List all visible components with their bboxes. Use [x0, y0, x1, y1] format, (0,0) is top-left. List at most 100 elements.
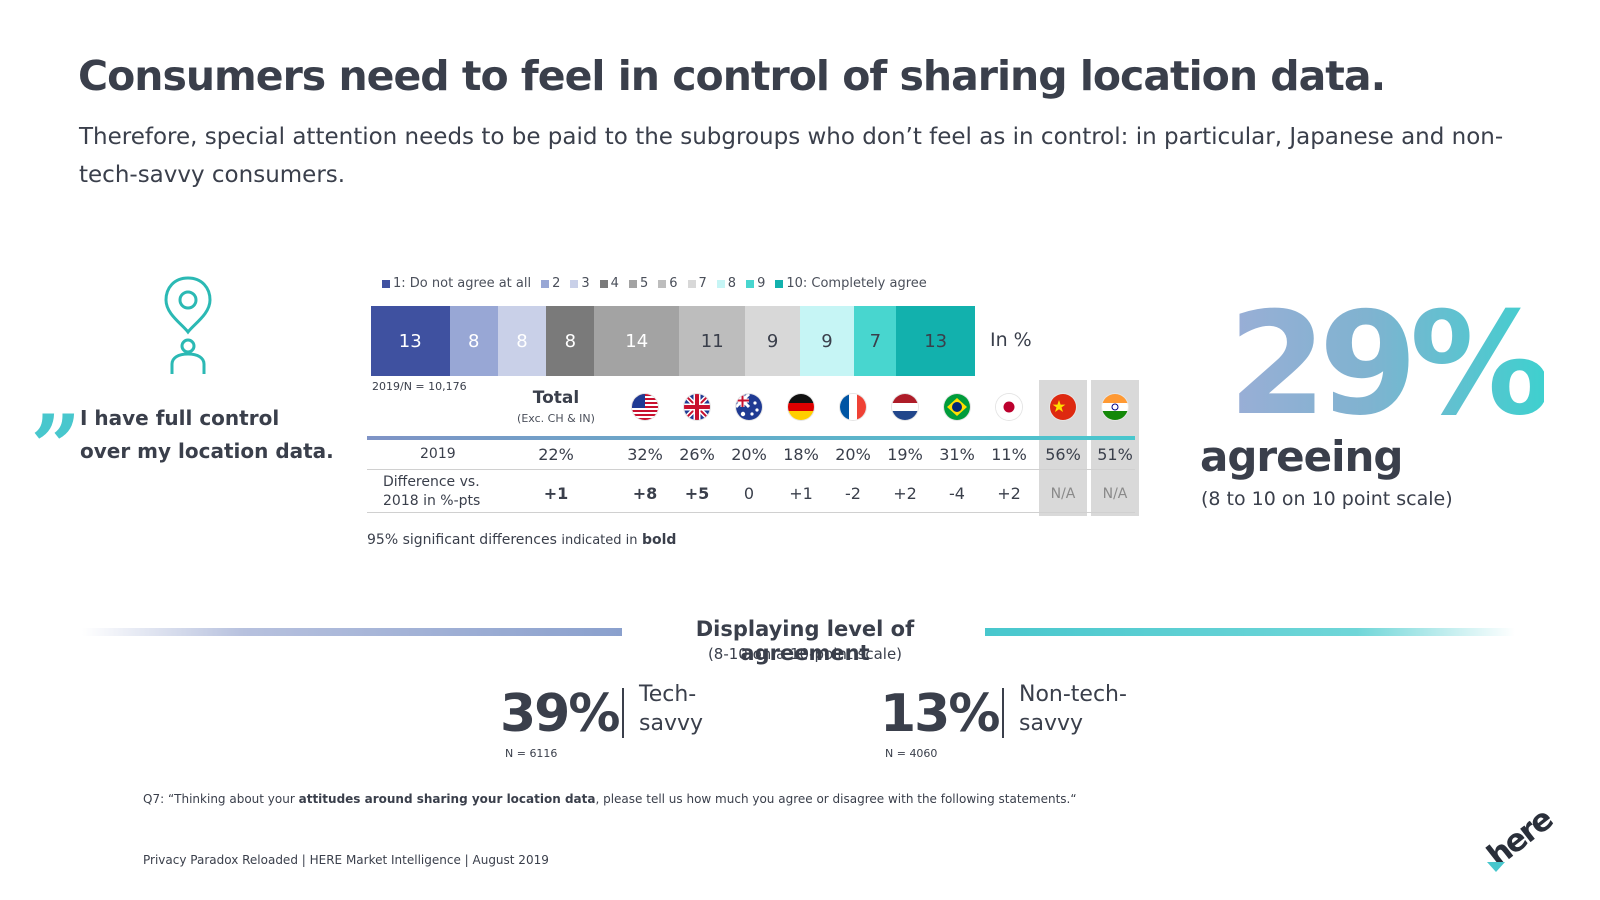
japan-2019-value: 11%: [991, 445, 1027, 464]
tech-savvy-n: N = 6116: [505, 747, 558, 760]
bar-segment-10: 13: [896, 306, 975, 376]
divider-left: [82, 628, 622, 636]
china-2019-value: 56%: [1045, 445, 1081, 464]
non-tech-savvy-pct: 13%: [880, 684, 1000, 744]
brazil-flag-icon: [944, 394, 970, 420]
us-diff-value: +8: [632, 484, 658, 503]
significance-note-part-1: 95% significant differences: [367, 532, 557, 548]
bar-segment-3: 8: [497, 306, 547, 376]
bar-segment-5: 14: [594, 306, 679, 376]
non-tech-savvy-label-line-2: savvy: [1019, 711, 1084, 736]
legend-item-7: 7: [687, 276, 707, 291]
legend-swatch: [570, 279, 579, 288]
legend-swatch: [746, 279, 755, 288]
legend-label: 2: [552, 276, 561, 291]
germany-2019-value: 18%: [783, 445, 819, 464]
legend-swatch: [687, 279, 696, 288]
tech-savvy-divider: [622, 688, 624, 738]
tech-savvy-pct: 39%: [500, 684, 620, 744]
here-logo-triangle: [1487, 862, 1505, 872]
unit-label: In %: [990, 329, 1032, 351]
legend-swatch: [541, 279, 550, 288]
table-bottom-separator: [367, 512, 1135, 513]
statement-text: I have full control over my location dat…: [80, 402, 350, 468]
legend-swatch: [716, 279, 725, 288]
row-label-diff-line-2: 2018 in %-pts: [383, 493, 481, 509]
total-title: Total: [532, 388, 580, 408]
netherlands-2019-value: 19%: [887, 445, 923, 464]
france-2019-value: 20%: [835, 445, 871, 464]
legend-label: 5: [639, 276, 649, 291]
page-title: Consumers need to feel in control of sha…: [78, 52, 1386, 100]
bar-segment-9: 7: [854, 306, 897, 376]
china-flag-icon: [1050, 394, 1076, 420]
bar-segment-6: 11: [679, 306, 746, 376]
legend-swatch: [658, 279, 667, 288]
significance-note-part-2: indicated in: [561, 533, 638, 548]
location-person-icon: [164, 276, 212, 374]
bar-segment-7: 9: [745, 306, 800, 376]
tech-savvy-label-line-1: Tech-: [639, 682, 697, 707]
statement-line-2: over my location data.: [80, 439, 334, 463]
legend-swatch: [628, 279, 637, 288]
netherlands-flag-icon: [892, 394, 918, 420]
table-row-separator: [367, 469, 1135, 470]
question-post: , please tell us how much you agree or d…: [595, 792, 1077, 806]
significance-note: 95% significant differences indicated in…: [367, 532, 676, 548]
total-subtitle: (Exc. CH & IN): [517, 412, 595, 425]
table-header-line: [367, 436, 1135, 440]
tech-savvy-label: Tech- savvy: [639, 680, 703, 738]
agreement-title: Displaying level of agreement: [695, 617, 915, 665]
total-header: Total (Exc. CH & IN): [513, 388, 599, 425]
japan-flag-icon: [996, 394, 1022, 420]
australia-diff-value: 0: [743, 484, 755, 503]
japan-diff-value: +2: [997, 484, 1021, 503]
stacked-bar-chart: 13 8 8 8 14 11 9 9 7 13: [371, 306, 975, 376]
non-tech-savvy-stat: 13% Non-tech- savvy N = 4060: [880, 680, 1160, 760]
quote-mark: „: [32, 344, 83, 448]
question-text: Q7: “Thinking about your attitudes aroun…: [143, 792, 1077, 806]
legend-label: 8: [727, 276, 737, 291]
legend-item-9: 9: [746, 276, 765, 291]
uk-2019-value: 26%: [679, 445, 715, 464]
legend-label: 6: [669, 276, 678, 291]
tech-savvy-label-line-2: savvy: [639, 711, 704, 736]
question-pre: Q7: “Thinking about your: [143, 792, 295, 806]
uk-flag-icon: [684, 394, 710, 420]
legend-label: 3: [581, 276, 590, 291]
legend-item-10: 10: Completely agree: [775, 276, 927, 291]
china-diff-value: N/A: [1050, 486, 1076, 502]
bar-segment-4: 8: [546, 306, 595, 376]
legend-swatch: [382, 279, 390, 288]
australia-flag-icon: [736, 394, 762, 420]
legend-label: 4: [610, 276, 619, 291]
footer-text: Privacy Paradox Reloaded | HERE Market I…: [143, 853, 549, 867]
agreement-subtitle: (8-10 on a 10-point scale): [707, 645, 903, 663]
legend-swatch: [775, 279, 784, 288]
germany-diff-value: +1: [789, 484, 813, 503]
sample-size-label: 2019/N = 10,176: [372, 380, 467, 393]
agreeing-label: agreeing: [1200, 432, 1403, 481]
legend-label: 9: [757, 276, 766, 291]
india-flag-icon: [1102, 394, 1128, 420]
non-tech-savvy-n: N = 4060: [885, 747, 938, 760]
significance-note-bold: bold: [641, 532, 677, 548]
us-2019-value: 32%: [627, 445, 663, 464]
legend-label: 10: Completely agree: [786, 276, 927, 291]
legend-item-4: 4: [599, 276, 619, 291]
legend-label: 7: [698, 276, 707, 291]
page-subtitle: Therefore, special attention needs to be…: [79, 124, 1504, 188]
legend-item-1: 1: Do not agree at all: [382, 276, 531, 291]
legend-item-5: 5: [628, 276, 649, 291]
legend-item-3: 3: [570, 276, 590, 291]
statement-line-1: I have full control: [80, 406, 280, 430]
bar-segment-2: 8: [449, 306, 498, 376]
germany-flag-icon: [788, 394, 814, 420]
legend-item-2: 2: [541, 276, 560, 291]
big-percentage: 29%: [1228, 282, 1552, 447]
total-2019-value: 22%: [538, 445, 574, 464]
non-tech-savvy-label-line-1: Non-tech-: [1019, 682, 1127, 707]
row-label-diff: Difference vs. 2018 in %-pts: [383, 473, 480, 511]
australia-2019-value: 20%: [731, 445, 767, 464]
row-label-diff-line-1: Difference vs.: [383, 474, 480, 490]
